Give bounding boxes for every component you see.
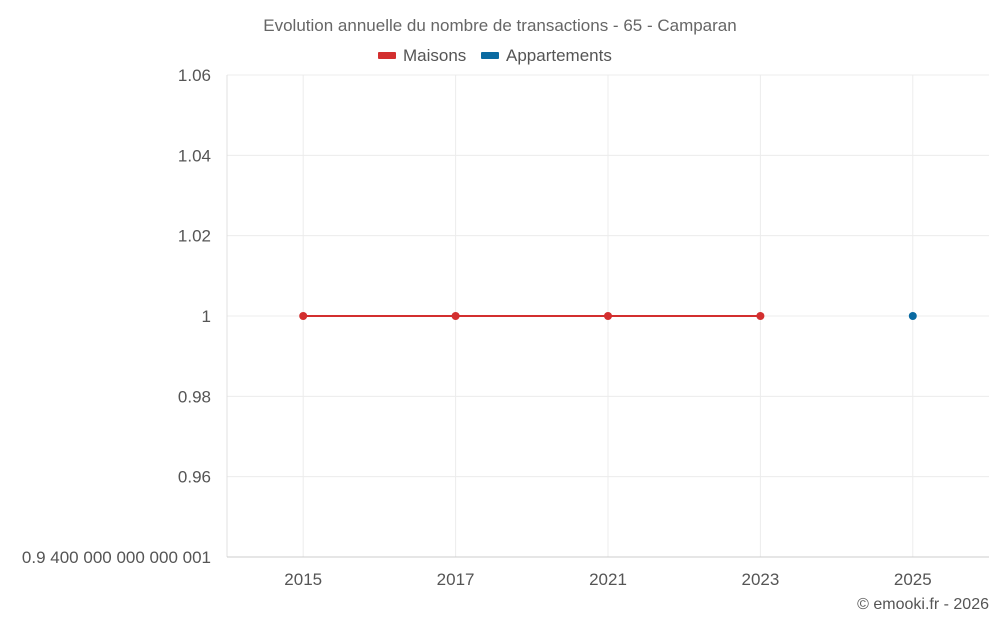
legend-label-maisons: Maisons [403, 46, 466, 65]
y-tick-label: 0.98 [178, 387, 211, 406]
data-point-maisons[interactable] [299, 312, 308, 320]
legend: Maisons Appartements [378, 46, 612, 65]
x-tick-label: 2021 [589, 570, 627, 589]
x-tick-label: 2015 [284, 570, 322, 589]
x-tick-label: 2017 [437, 570, 475, 589]
chart-credit: © emooki.fr - 2026 [857, 596, 989, 613]
x-tick-label: 2025 [894, 570, 932, 589]
legend-item-maisons[interactable]: Maisons [378, 46, 466, 65]
data-point-maisons[interactable] [451, 312, 460, 320]
legend-swatch-appartements [481, 52, 499, 59]
y-tick-label: 0.96 [178, 468, 211, 487]
axes [226, 75, 989, 558]
y-tick-label: 1.02 [178, 227, 211, 246]
x-axis-tick-labels: 2015 2017 2021 2023 2025 [284, 570, 931, 589]
y-tick-label: 0.9 400 000 000 000 001 [22, 548, 211, 567]
y-tick-label: 1.04 [178, 146, 211, 165]
series [299, 312, 917, 320]
data-point-maisons[interactable] [756, 312, 765, 320]
x-tick-label: 2023 [741, 570, 779, 589]
y-tick-label: 1 [202, 307, 211, 326]
legend-label-appartements: Appartements [506, 46, 612, 65]
legend-swatch-maisons [378, 52, 396, 59]
data-point-maisons[interactable] [604, 312, 612, 320]
legend-item-appartements[interactable]: Appartements [481, 46, 612, 65]
data-point-appartements[interactable] [908, 312, 917, 320]
chart-title: Evolution annuelle du nombre de transact… [263, 16, 736, 35]
y-tick-label: 1.06 [178, 66, 211, 85]
y-axis-tick-labels: 0.9 400 000 000 000 001 0.96 0.98 1 1.02 1.04… [22, 66, 211, 567]
